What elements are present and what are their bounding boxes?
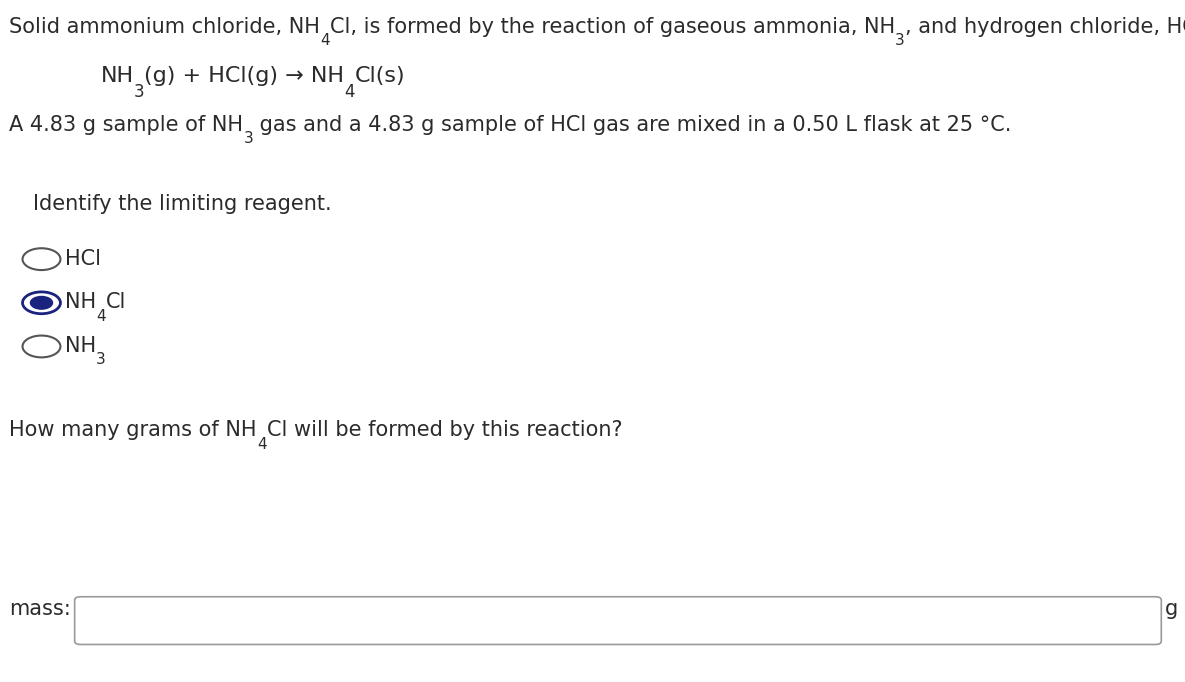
Text: Cl(s): Cl(s) bbox=[356, 66, 405, 86]
Text: Cl, is formed by the reaction of gaseous ammonia, NH: Cl, is formed by the reaction of gaseous… bbox=[329, 17, 895, 37]
Text: 3: 3 bbox=[895, 33, 905, 48]
Text: NH: NH bbox=[101, 66, 134, 86]
Text: 4: 4 bbox=[320, 33, 329, 48]
Text: Identify the limiting reagent.: Identify the limiting reagent. bbox=[33, 194, 332, 214]
Text: g: g bbox=[1165, 599, 1178, 619]
Text: Solid ammonium chloride, NH: Solid ammonium chloride, NH bbox=[9, 17, 320, 37]
Text: HCl: HCl bbox=[65, 249, 101, 269]
Text: gas and a 4.83 g sample of HCl gas are mixed in a 0.50 L flask at 25 °C.: gas and a 4.83 g sample of HCl gas are m… bbox=[254, 115, 1012, 135]
Text: 4: 4 bbox=[257, 436, 267, 451]
Text: mass:: mass: bbox=[9, 599, 71, 619]
Text: NH: NH bbox=[65, 336, 96, 356]
Circle shape bbox=[31, 297, 52, 309]
Text: 3: 3 bbox=[96, 352, 105, 367]
Text: , and hydrogen chloride, HCl.: , and hydrogen chloride, HCl. bbox=[905, 17, 1185, 37]
Text: 4: 4 bbox=[345, 83, 356, 101]
Text: How many grams of NH: How many grams of NH bbox=[9, 421, 257, 441]
Text: A 4.83 g sample of NH: A 4.83 g sample of NH bbox=[9, 115, 243, 135]
Text: 3: 3 bbox=[243, 131, 254, 146]
Text: Cl will be formed by this reaction?: Cl will be formed by this reaction? bbox=[267, 421, 622, 441]
Text: 4: 4 bbox=[96, 308, 105, 323]
Text: NH: NH bbox=[65, 293, 96, 312]
Text: 3: 3 bbox=[134, 83, 145, 101]
Text: Cl: Cl bbox=[105, 293, 127, 312]
FancyBboxPatch shape bbox=[75, 597, 1161, 644]
Text: (g) + HCl(g) → NH: (g) + HCl(g) → NH bbox=[145, 66, 345, 86]
